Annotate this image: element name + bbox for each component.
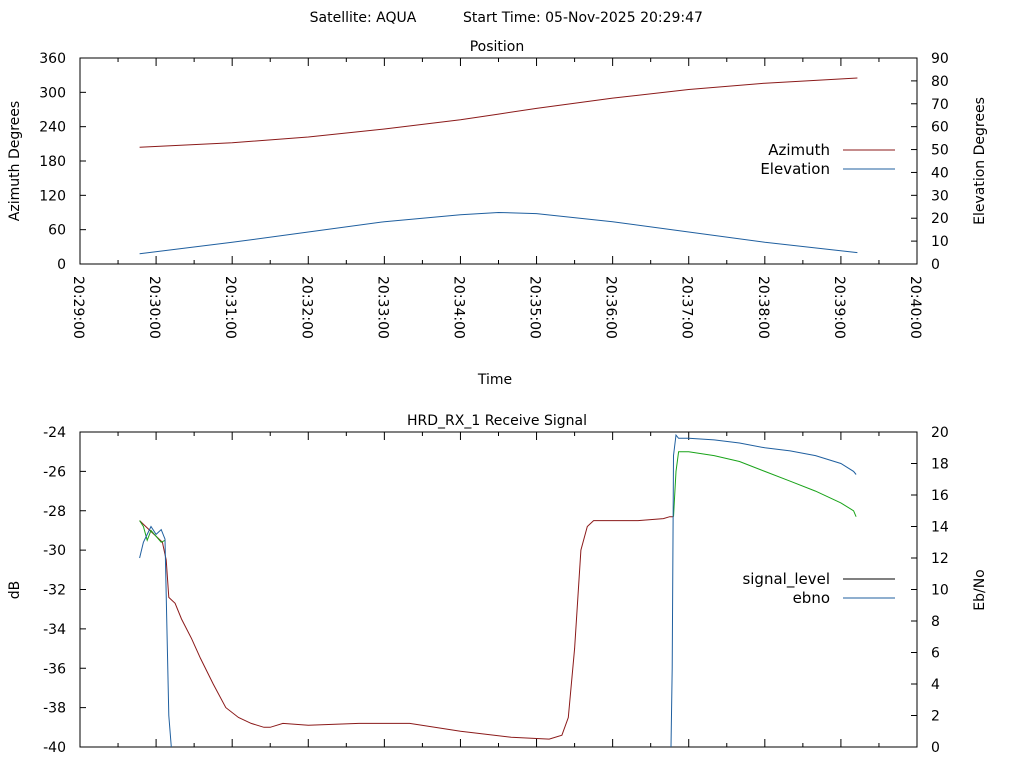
chart-title: HRD_RX_1 Receive Signal xyxy=(407,413,587,429)
series-line-ebno xyxy=(139,525,172,748)
y2-tick-label: 14 xyxy=(931,520,949,536)
y-tick-label: 0 xyxy=(57,257,66,273)
tick-group: 0 60 120 180 240 300 360 0 10 20 30 40 50 60 70 80 90 20:… xyxy=(39,51,949,339)
series-line-signal-level xyxy=(139,516,674,740)
tick-group: -40 -38 -36 -34 -32 -30 -28 -26 -24 0 2 4 6 8 10 12 14 16… xyxy=(43,425,949,756)
y-tick-label: 240 xyxy=(39,120,66,136)
plot-frame xyxy=(79,431,918,748)
x-tick-label: 20:34:00 xyxy=(450,276,466,339)
y2-tick-label: 18 xyxy=(931,457,949,473)
y-tick-label: -28 xyxy=(43,504,66,520)
y2-tick-label: 20 xyxy=(931,211,949,227)
y2-tick-label: 4 xyxy=(931,677,940,693)
x-tick-label: 20:40:00 xyxy=(907,276,923,339)
y2-tick-label: 6 xyxy=(931,646,940,662)
legend-label: ebno xyxy=(793,589,830,607)
x-tick-label: 20:35:00 xyxy=(527,276,543,339)
series-line-signal-level xyxy=(139,520,166,543)
satellite-label: Satellite: AQUA xyxy=(310,10,417,26)
series-line-azimuth xyxy=(139,77,858,148)
x-tick-label: 20:39:00 xyxy=(831,276,847,339)
y-tick-label: 60 xyxy=(48,223,66,239)
x-tick-label: 20:36:00 xyxy=(603,276,619,339)
y-axis-label: dB xyxy=(7,581,23,600)
y-tick-label: -30 xyxy=(43,543,66,559)
y2-tick-label: 2 xyxy=(931,709,940,725)
y-tick-label: 300 xyxy=(39,85,66,101)
y2-tick-label: 16 xyxy=(931,488,949,504)
start-time-label: Start Time: 05-Nov-2025 20:29:47 xyxy=(463,10,703,26)
chart-title: Position xyxy=(470,39,525,55)
receive-signal-chart: HRD_RX_1 Receive Signal dB Eb/No -40-38-… xyxy=(7,413,988,756)
x-tick-label: 20:31:00 xyxy=(222,276,238,339)
y2-tick-label: 10 xyxy=(931,583,949,599)
series-group xyxy=(139,433,857,748)
legend-label: Elevation xyxy=(760,160,830,178)
y-tick-label: -24 xyxy=(43,425,66,441)
x-tick-label: 20:37:00 xyxy=(679,276,695,339)
y2-tick-label: 60 xyxy=(931,120,949,136)
series-line-elevation xyxy=(139,211,858,255)
x-axis-label: Time xyxy=(477,372,512,388)
y-tick-label: -32 xyxy=(43,583,66,599)
series-line-signal-level xyxy=(673,451,857,517)
x-tick-label: 20:32:00 xyxy=(298,276,314,339)
y2-tick-label: 80 xyxy=(931,74,949,90)
y2-tick-label: 70 xyxy=(931,97,949,113)
x-tick-label: 20:30:00 xyxy=(146,276,162,339)
series-group xyxy=(139,77,858,255)
y-tick-label: -34 xyxy=(43,622,66,638)
y-tick-label: -38 xyxy=(43,701,66,717)
y2-tick-label: 0 xyxy=(931,740,940,756)
y-tick-label: -36 xyxy=(43,661,66,677)
y-tick-label: 180 xyxy=(39,154,66,170)
series-line-ebno xyxy=(670,433,857,748)
x-tick-label: 20:38:00 xyxy=(755,276,771,339)
y2-tick-label: 0 xyxy=(931,257,940,273)
x-tick-label: 20:29:00 xyxy=(70,276,86,339)
y2-tick-label: 50 xyxy=(931,143,949,159)
y2-tick-label: 12 xyxy=(931,551,949,567)
legend-label: signal_level xyxy=(742,570,830,589)
y-tick-label: 360 xyxy=(39,51,66,67)
x-tick-label: 20:33:00 xyxy=(374,276,390,339)
y2-axis-label: Eb/No xyxy=(972,569,988,611)
y2-tick-label: 90 xyxy=(931,51,949,67)
legend-label: Azimuth xyxy=(768,141,830,159)
y-tick-label: -26 xyxy=(43,464,66,480)
y2-axis-label: Elevation Degrees xyxy=(972,97,988,225)
y2-tick-label: 20 xyxy=(931,425,949,441)
y2-tick-label: 40 xyxy=(931,165,949,181)
y-axis-label: Azimuth Degrees xyxy=(7,101,23,221)
y2-tick-label: 8 xyxy=(931,614,940,630)
y-tick-label: 120 xyxy=(39,188,66,204)
y-tick-label: -40 xyxy=(43,740,66,756)
position-chart: Position Time Azimuth Degrees Elevation … xyxy=(7,39,988,388)
y2-tick-label: 10 xyxy=(931,234,949,250)
y2-tick-label: 30 xyxy=(931,188,949,204)
